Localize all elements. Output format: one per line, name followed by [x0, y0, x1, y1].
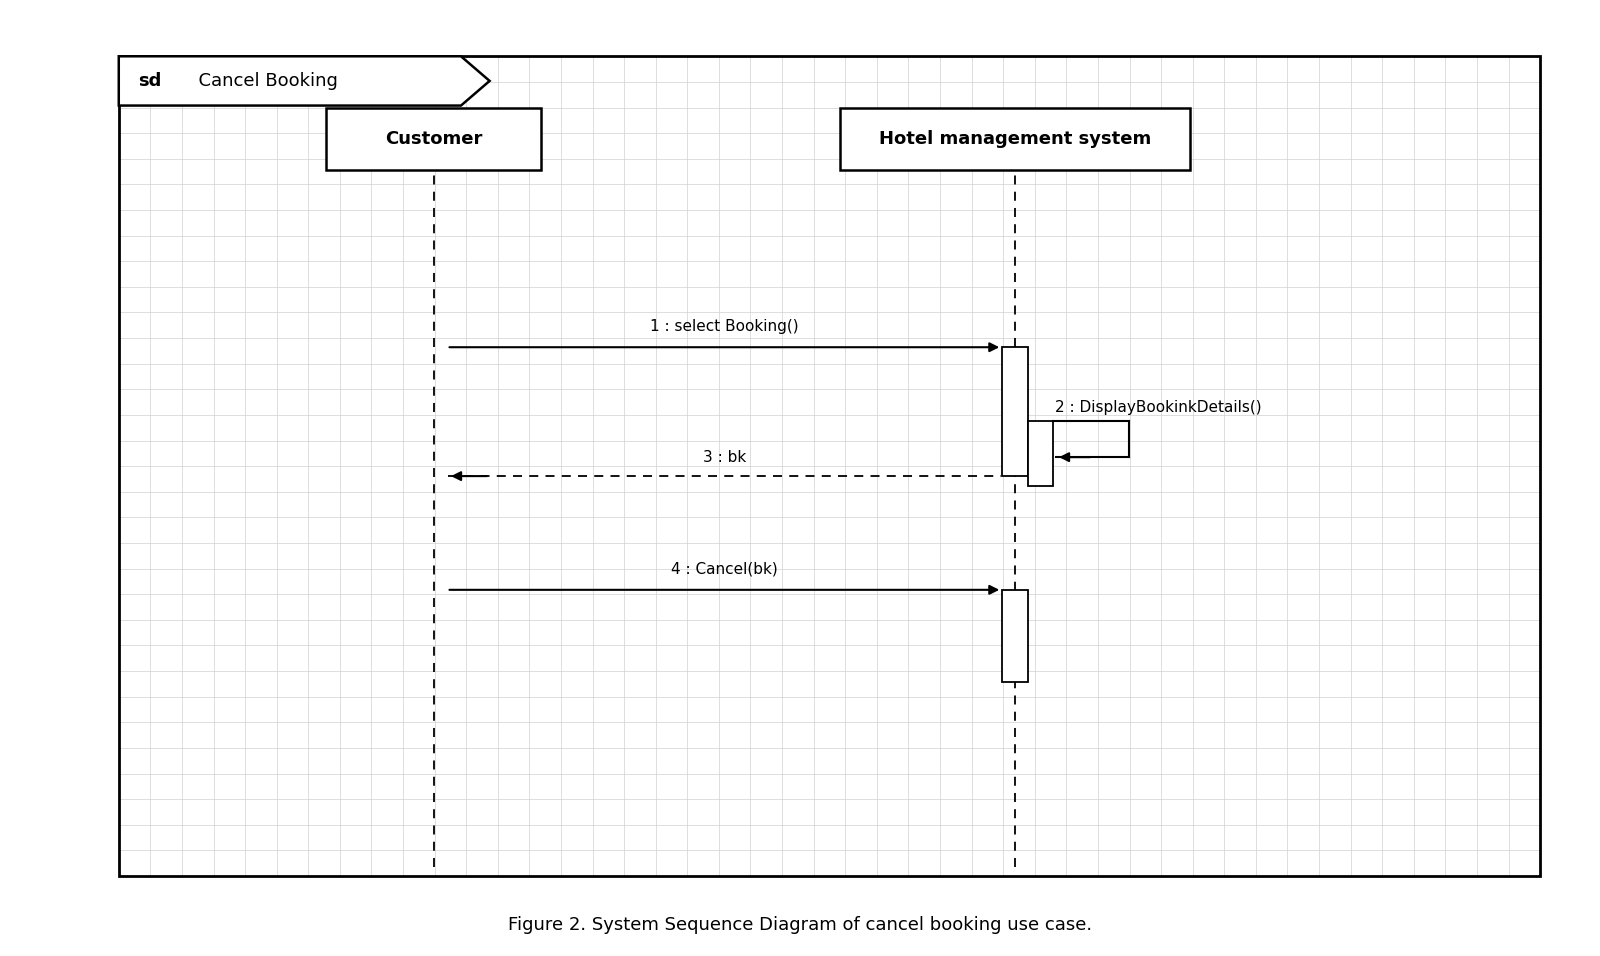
Text: 3 : bk: 3 : bk: [702, 449, 746, 465]
Text: 4 : Cancel(bk): 4 : Cancel(bk): [670, 561, 778, 576]
Text: sd: sd: [138, 72, 162, 90]
Text: Cancel Booking: Cancel Booking: [187, 72, 338, 90]
Bar: [1002, 347, 1027, 476]
Text: Figure 2. System Sequence Diagram of cancel booking use case.: Figure 2. System Sequence Diagram of can…: [507, 916, 1093, 934]
Bar: [1027, 422, 1053, 486]
Text: 2 : DisplayBookinkDetails(): 2 : DisplayBookinkDetails(): [1054, 401, 1261, 416]
Bar: [840, 108, 1190, 170]
Text: 1 : select Booking(): 1 : select Booking(): [650, 319, 798, 334]
Bar: [118, 56, 1541, 876]
Text: Hotel management system: Hotel management system: [878, 130, 1150, 148]
Bar: [1002, 590, 1027, 682]
Bar: [326, 108, 541, 170]
Polygon shape: [118, 56, 490, 105]
Text: Customer: Customer: [386, 130, 483, 148]
